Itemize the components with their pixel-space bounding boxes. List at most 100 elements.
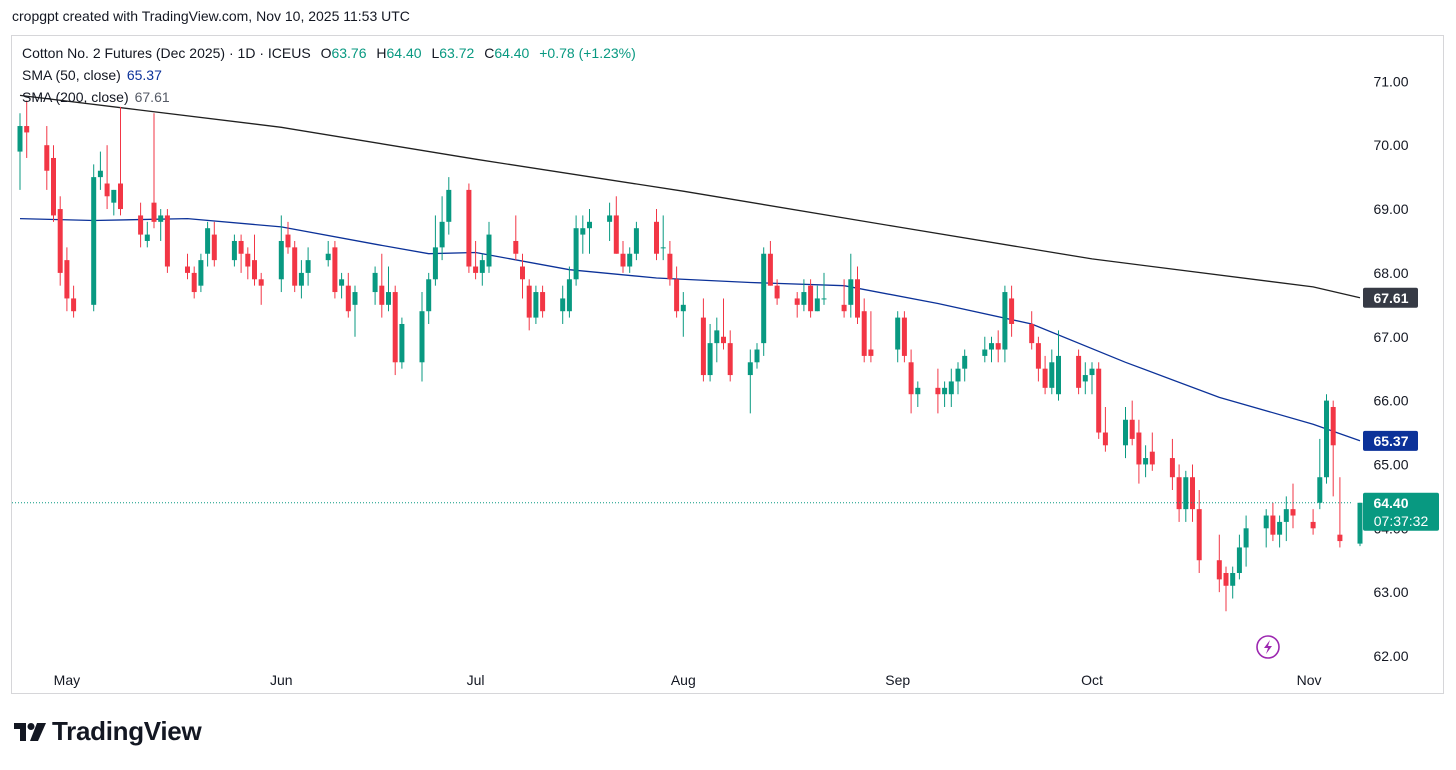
candle-down bbox=[620, 253, 626, 267]
candle-down bbox=[379, 285, 385, 305]
candle-up bbox=[1089, 368, 1095, 376]
candle-up bbox=[1243, 528, 1249, 548]
candle-up bbox=[1324, 400, 1329, 478]
countdown-label: 07:37:32 bbox=[1374, 513, 1429, 529]
candle-up bbox=[633, 228, 639, 254]
candle-down bbox=[520, 266, 525, 280]
chart-attribution: cropgpt created with TradingView.com, No… bbox=[12, 8, 410, 24]
candle-up bbox=[439, 221, 445, 248]
candle-up bbox=[386, 292, 391, 305]
x-tick-label: Jul bbox=[467, 672, 485, 688]
candle-down bbox=[1102, 432, 1108, 446]
candle-up bbox=[982, 349, 988, 356]
candle-down bbox=[1042, 368, 1048, 388]
candle-up bbox=[325, 253, 331, 261]
x-tick-label: May bbox=[54, 672, 80, 688]
candle-up bbox=[714, 330, 720, 344]
candle-down bbox=[1270, 515, 1276, 535]
candle-up bbox=[533, 292, 539, 318]
candle-up bbox=[989, 343, 994, 350]
sma50-price-tag: 65.37 bbox=[1373, 433, 1408, 449]
candle-up bbox=[1082, 375, 1088, 382]
candle-down bbox=[855, 279, 860, 318]
candle-down bbox=[700, 317, 706, 376]
y-tick-label: 68.00 bbox=[1373, 265, 1408, 281]
legend-sma200-row[interactable]: SMA (200, close) 67.61 bbox=[22, 89, 170, 105]
x-tick-label: Sep bbox=[885, 672, 910, 688]
candle-up bbox=[432, 247, 438, 280]
candle-up bbox=[231, 240, 237, 261]
candle-down bbox=[908, 362, 914, 395]
ohlc-open-key: O bbox=[320, 45, 332, 61]
candle-up bbox=[660, 247, 666, 249]
candle-down bbox=[71, 298, 77, 312]
candle-down bbox=[24, 126, 30, 133]
candle-up bbox=[419, 311, 425, 363]
candle-up bbox=[1183, 477, 1189, 510]
last-price-tag-bg bbox=[1363, 492, 1439, 531]
candle-down bbox=[64, 260, 70, 299]
y-tick-label: 70.00 bbox=[1373, 137, 1408, 153]
candle-down bbox=[51, 157, 56, 216]
tradingview-logo[interactable]: TradingView bbox=[14, 716, 202, 747]
candle-down bbox=[1096, 368, 1102, 433]
candle-down bbox=[1190, 477, 1195, 510]
candle-down bbox=[935, 387, 941, 395]
chart-panel[interactable]: 62.0063.0064.0065.0066.0067.0068.0069.00… bbox=[11, 35, 1444, 694]
candle-down bbox=[151, 202, 157, 222]
legend-sma50-row[interactable]: SMA (50, close) 65.37 bbox=[22, 67, 162, 83]
candle-up bbox=[580, 228, 586, 235]
candle-down bbox=[164, 215, 170, 267]
candle-down bbox=[285, 234, 291, 248]
candle-up bbox=[1236, 547, 1242, 573]
y-tick-label: 69.00 bbox=[1373, 201, 1408, 217]
candle-down bbox=[1169, 458, 1175, 478]
candle-up bbox=[479, 260, 485, 273]
candle-up bbox=[205, 228, 211, 254]
candle-up bbox=[1283, 509, 1289, 522]
sma200-price-tag-bg bbox=[1363, 287, 1418, 308]
candle-up bbox=[446, 189, 452, 222]
candle-up bbox=[948, 381, 954, 395]
lightning-icon[interactable] bbox=[1256, 635, 1280, 659]
y-tick-label: 66.00 bbox=[1373, 393, 1408, 409]
candle-down bbox=[861, 311, 867, 356]
candle-up bbox=[1317, 477, 1323, 503]
candle-down bbox=[466, 189, 472, 267]
candle-up bbox=[1002, 292, 1008, 350]
candle-up bbox=[821, 298, 827, 300]
candle-down bbox=[540, 292, 546, 312]
candle-up bbox=[761, 253, 767, 344]
ohlc-open-value: 63.76 bbox=[331, 45, 367, 61]
candle-up bbox=[627, 253, 633, 267]
candle-up bbox=[1123, 419, 1128, 446]
candle-down bbox=[667, 253, 673, 280]
candle-up bbox=[962, 355, 968, 369]
candle-down bbox=[332, 247, 338, 293]
candle-down bbox=[473, 266, 479, 273]
legend-title: Cotton No. 2 Futures (Dec 2025) · 1D · I… bbox=[22, 45, 311, 61]
candle-down bbox=[721, 336, 726, 344]
candle-up bbox=[915, 387, 921, 395]
candle-up bbox=[1357, 502, 1363, 544]
candle-up bbox=[111, 189, 117, 203]
candle-down bbox=[526, 285, 532, 318]
candle-down bbox=[185, 266, 190, 273]
candle-up bbox=[1049, 362, 1055, 388]
ohlc-low-value: 63.72 bbox=[439, 45, 475, 61]
candle-down bbox=[191, 272, 197, 293]
candle-up bbox=[955, 368, 961, 382]
candle-down bbox=[654, 221, 659, 254]
candle-down bbox=[841, 304, 847, 312]
candlestick-chart[interactable]: 62.0063.0064.0065.0066.0067.0068.0069.00… bbox=[12, 36, 1443, 693]
candle-down bbox=[57, 209, 63, 273]
candle-down bbox=[258, 279, 264, 286]
y-tick-label: 71.00 bbox=[1373, 73, 1408, 89]
candle-up bbox=[305, 260, 311, 273]
candle-down bbox=[118, 183, 123, 210]
x-tick-label: Aug bbox=[671, 672, 696, 688]
candle-down bbox=[674, 279, 680, 312]
y-tick-label: 63.00 bbox=[1373, 584, 1408, 600]
candle-down bbox=[727, 343, 733, 376]
ohlc-high-key: H bbox=[376, 45, 387, 61]
